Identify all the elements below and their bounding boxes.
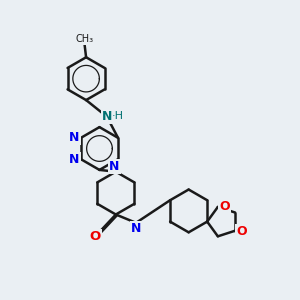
Text: CH₃: CH₃ [76, 34, 94, 44]
Text: N: N [69, 153, 80, 166]
Text: N: N [109, 160, 119, 173]
Text: O: O [89, 230, 100, 243]
Text: N: N [69, 131, 80, 144]
Text: ·H: ·H [112, 111, 124, 121]
Text: N: N [102, 110, 112, 123]
Text: O: O [236, 225, 247, 238]
Text: N: N [131, 222, 141, 235]
Text: O: O [219, 200, 230, 213]
